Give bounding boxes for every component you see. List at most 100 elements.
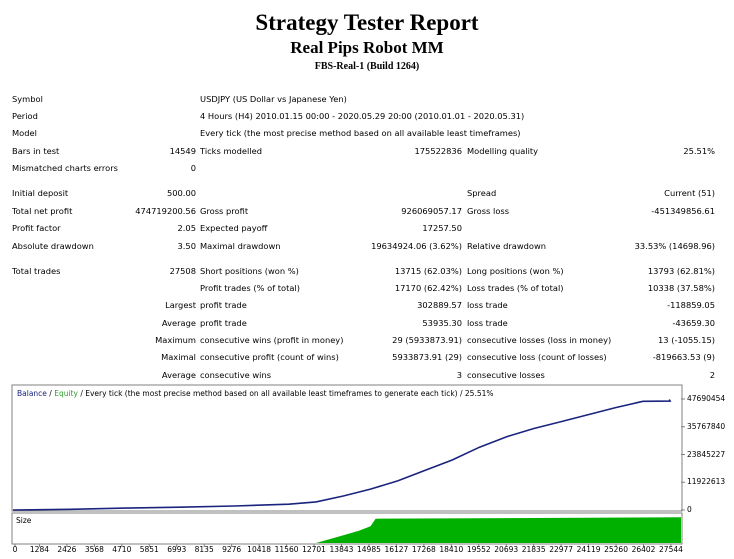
row-qualifier: Average [161, 318, 196, 328]
row-qualifier: Maximum [155, 335, 196, 345]
x-tick-label: 5851 [139, 545, 159, 554]
profit-factor-value: 2.05 [177, 223, 196, 233]
ticks-label: Ticks modelled [200, 146, 262, 156]
y-tick-label: 11922613 [687, 477, 726, 487]
caption-sep: / [46, 389, 55, 398]
x-tick-label: 3568 [84, 545, 104, 554]
row-profit-label: profit trade [200, 300, 247, 310]
x-tick-label: 12701 [302, 545, 326, 554]
x-tick-label: 26402 [631, 545, 656, 554]
row-profit-label: consecutive wins (profit in money) [200, 335, 344, 345]
x-tick-label: 13843 [329, 545, 354, 554]
profit-trades-label: Profit trades (% of total) [200, 283, 300, 293]
x-tick-label: 22977 [549, 545, 574, 554]
report-title: Strategy Tester Report [255, 10, 479, 35]
x-tick-label: 24119 [576, 545, 601, 554]
profit-factor-label: Profit factor [12, 223, 61, 233]
x-tick-label: 21835 [521, 545, 546, 554]
period-label: Period [12, 111, 38, 121]
y-tick-label: 23845227 [687, 449, 726, 459]
gross-profit-label: Gross profit [200, 206, 249, 216]
net-profit-value: 474719200.56 [135, 206, 196, 216]
model-value: Every tick (the most precise method base… [200, 128, 521, 138]
x-tick-label: 1284 [29, 545, 49, 554]
expected-payoff-label: Expected payoff [200, 223, 268, 233]
y-tick-label: 35767840 [687, 421, 726, 431]
row-qualifier: Largest [165, 300, 196, 310]
x-tick-label: 11560 [274, 545, 299, 554]
x-tick-label: 10418 [247, 545, 272, 554]
bars-label: Bars in test [12, 146, 60, 156]
net-profit-label: Total net profit [12, 206, 73, 216]
initial-deposit-label: Initial deposit [12, 188, 69, 198]
short-positions-value: 13715 (62.03%) [394, 266, 462, 276]
symbol-value: USDJPY (US Dollar vs Japanese Yen) [200, 94, 347, 104]
spread-label: Spread [467, 188, 497, 198]
row-loss-label: loss trade [467, 300, 508, 310]
absolute-drawdown-value: 3.50 [177, 241, 196, 251]
row-profit-label: consecutive profit (count of wins) [200, 352, 339, 362]
gross-loss-label: Gross loss [467, 206, 510, 216]
row-loss-label: consecutive loss (count of losses) [467, 352, 607, 362]
long-positions-label: Long positions (won %) [467, 266, 564, 276]
long-positions-value: 13793 (62.81%) [647, 266, 715, 276]
spread-value: Current (51) [664, 188, 715, 198]
period-value: 4 Hours (H4) 2010.01.15 00:00 - 2020.05.… [200, 111, 525, 121]
row-loss-value: 13 (-1055.15) [658, 335, 715, 345]
x-tick-label: 8135 [194, 545, 214, 554]
x-tick-label: 20693 [494, 545, 519, 554]
chart-caption: Balance / Equity / Every tick (the most … [17, 389, 494, 398]
balance-chart-frame [11, 384, 683, 512]
expected-payoff-value: 17257.50 [422, 223, 462, 233]
mismatch-label: Mismatched charts errors [12, 163, 118, 173]
row-qualifier: Average [161, 370, 196, 380]
x-tick-label: 16127 [384, 545, 409, 554]
x-tick-label: 17268 [411, 545, 436, 554]
caption-rest: / Every tick (the most precise method ba… [77, 389, 494, 398]
row-loss-value: -819663.53 (9) [652, 352, 715, 362]
x-tick-label: 25260 [604, 545, 628, 554]
total-trades-label: Total trades [12, 266, 61, 276]
balance-line [12, 399, 672, 511]
gross-profit-value: 926069057.17 [401, 206, 462, 216]
x-tick-label: 19552 [466, 545, 491, 554]
row-loss-label: loss trade [467, 318, 508, 328]
short-positions-label: Short positions (won %) [200, 266, 299, 276]
relative-drawdown-label: Relative drawdown [467, 241, 547, 251]
row-profit-value: 53935.30 [422, 318, 462, 328]
row-loss-label: consecutive losses [467, 370, 545, 380]
row-profit-value: 29 (5933873.91) [392, 335, 462, 345]
x-tick-label: 6993 [167, 545, 187, 554]
x-tick-label: 9276 [222, 545, 242, 554]
absolute-drawdown-label: Absolute drawdown [12, 241, 94, 251]
x-tick-label: 18410 [439, 545, 464, 554]
x-tick-label: 0 [12, 545, 18, 554]
bars-value: 14549 [169, 146, 196, 156]
initial-deposit-value: 500.00 [166, 188, 196, 198]
quality-value: 25.51% [683, 146, 715, 156]
size-label: Size [16, 516, 32, 525]
row-profit-label: consecutive wins [200, 370, 272, 380]
profit-trades-value: 17170 (62.42%) [394, 283, 462, 293]
server-name: FBS-Real-1 (Build 1264) [314, 61, 420, 72]
loss-trades-label: Loss trades (% of total) [467, 283, 564, 293]
size-area [13, 517, 681, 543]
expert-name: Real Pips Robot MM [290, 38, 444, 57]
total-trades-value: 27508 [169, 266, 196, 276]
row-loss-value: 2 [709, 370, 715, 380]
relative-drawdown-value: 33.53% (14698.96) [634, 241, 715, 251]
balance-chart [11, 384, 685, 547]
caption-equity: Equity [54, 389, 78, 398]
row-profit-value: 302889.57 [417, 300, 462, 310]
row-profit-value: 5933873.91 (29) [392, 352, 462, 362]
row-loss-value: -43659.30 [672, 318, 715, 328]
symbol-label: Symbol [12, 94, 43, 104]
maximal-drawdown-label: Maximal drawdown [200, 241, 281, 251]
y-tick-label: 47690454 [687, 394, 726, 403]
row-profit-label: profit trade [200, 318, 247, 328]
maximal-drawdown-value: 19634924.06 (3.62%) [371, 241, 462, 251]
x-tick-label: 27544 [659, 545, 683, 554]
row-qualifier: Maximal [161, 352, 196, 362]
y-tick-label: 0 [687, 505, 692, 514]
x-tick-label: 2426 [57, 545, 77, 554]
